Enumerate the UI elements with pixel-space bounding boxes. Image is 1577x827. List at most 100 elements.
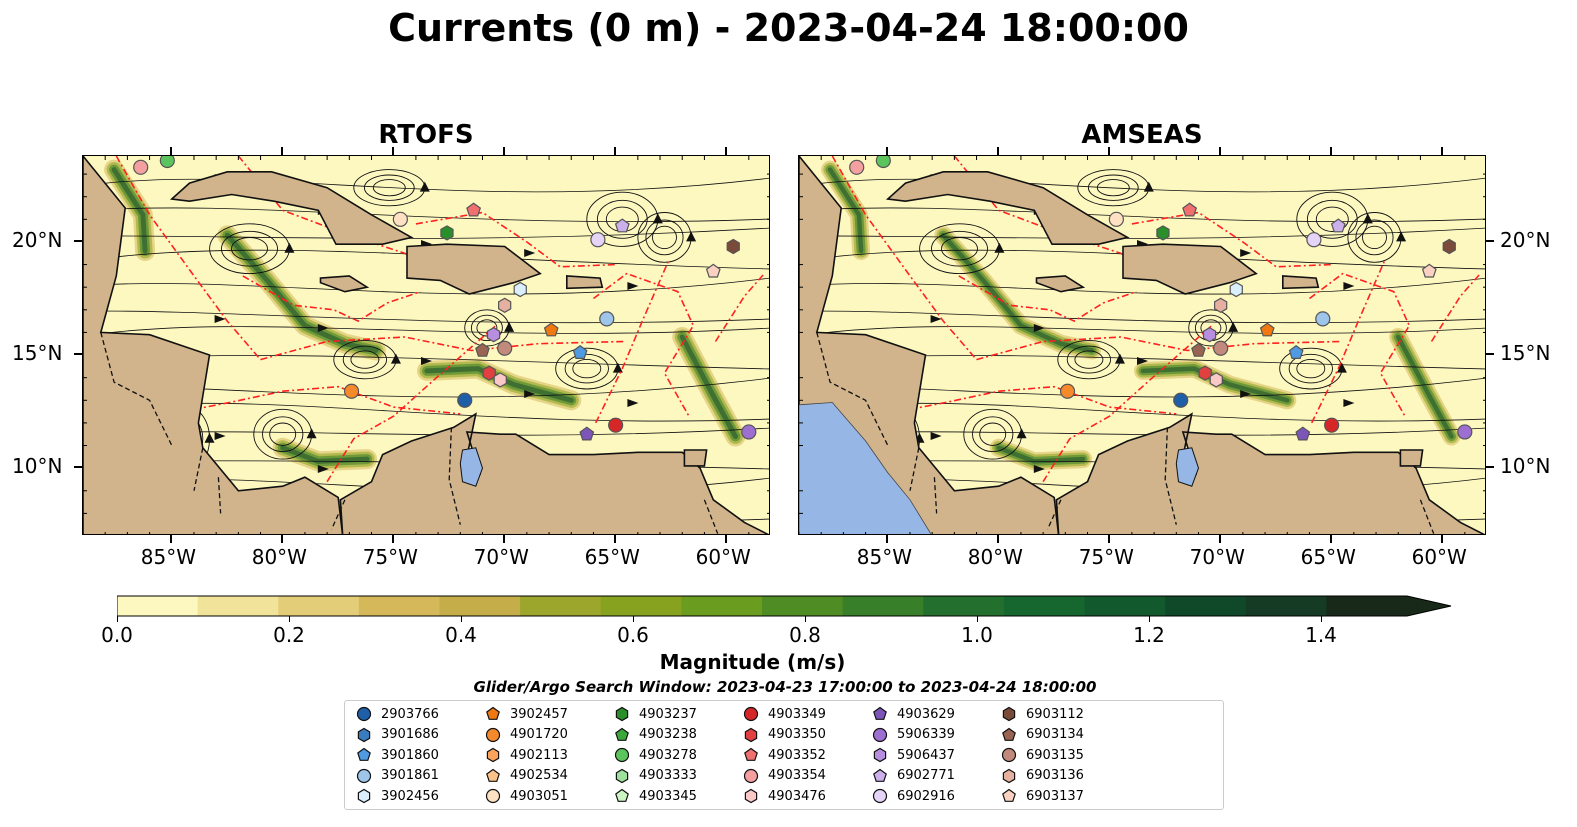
lon-major-tick-top — [613, 147, 616, 155]
platform-marker-3902457[interactable] — [1259, 322, 1275, 337]
lon-major-tick-top — [502, 147, 505, 155]
platform-marker-4903354[interactable] — [849, 159, 865, 175]
lat-major-tick — [1486, 466, 1494, 469]
legend-entry: 3901860 — [355, 745, 439, 765]
legend-label: 4903051 — [510, 788, 568, 804]
lon-major-tick — [169, 535, 172, 543]
circle-marker-icon — [872, 788, 888, 804]
lat-major-tick — [1486, 239, 1494, 242]
legend-entry: 6902916 — [871, 786, 955, 806]
tick-marks — [799, 156, 1485, 534]
lon-label: 65°W — [1300, 545, 1356, 569]
platform-marker-3902456[interactable] — [1229, 281, 1243, 298]
platform-marker-4903237[interactable] — [1156, 225, 1170, 241]
platform-marker-4903352[interactable] — [466, 202, 482, 217]
platform-marker-5906437[interactable] — [1202, 327, 1217, 343]
tick-marks — [83, 156, 769, 534]
platform-marker-3901861[interactable] — [1315, 311, 1331, 327]
platform-marker-3902456[interactable] — [513, 281, 527, 298]
platform-marker-4903237[interactable] — [440, 225, 454, 241]
platform-marker-4903629[interactable] — [1295, 426, 1311, 441]
platform-marker-6903136[interactable] — [1214, 297, 1228, 313]
platform-marker-6902771[interactable] — [614, 218, 630, 233]
legend-label: 6903134 — [1026, 727, 1084, 742]
platform-marker-4903349[interactable] — [608, 417, 624, 433]
platform-marker-4901720[interactable] — [343, 383, 360, 399]
map-panel-amseas[interactable] — [798, 155, 1486, 535]
platform-marker-4903349[interactable] — [1324, 417, 1340, 433]
colorbar-tick — [804, 616, 806, 622]
legend-label: 6903112 — [1026, 706, 1084, 722]
platform-marker-6903137[interactable] — [705, 263, 721, 278]
legend-entry: 6903134 — [1000, 725, 1084, 745]
platform-marker-6903135[interactable] — [497, 340, 513, 356]
platform-marker-4901720[interactable] — [1059, 383, 1076, 399]
country-borders — [816, 332, 1435, 534]
platform-marker-6902916[interactable] — [590, 232, 606, 248]
platform-marker-6903134[interactable] — [475, 342, 490, 357]
legend-entry: 4901720 — [484, 725, 568, 745]
legend-label: 6903135 — [1026, 747, 1084, 763]
platform-marker-4903352[interactable] — [1182, 202, 1198, 217]
platform-marker-4903629[interactable] — [579, 426, 595, 441]
platform-marker-4903354[interactable] — [133, 159, 149, 175]
platform-marker-4903051[interactable] — [1108, 211, 1124, 227]
platform-marker-6903112[interactable] — [726, 238, 740, 255]
legend-label: 3901686 — [381, 727, 439, 742]
legend-label: 4903354 — [768, 768, 826, 783]
platform-marker-3901860[interactable] — [1288, 345, 1304, 359]
platform-marker-6903137[interactable] — [1421, 263, 1437, 278]
colorbar-tick — [1320, 616, 1322, 622]
lon-label: 75°W — [1078, 545, 1134, 569]
platform-marker-6903112[interactable] — [1442, 238, 1456, 255]
lon-major-tick-top — [1218, 147, 1221, 155]
legend-label: 6902771 — [897, 768, 955, 783]
platform-marker-4903278[interactable] — [875, 156, 891, 169]
figure-title: Currents (0 m) - 2023-04-24 18:00:00 — [388, 6, 1189, 50]
legend-entry: 5906339 — [871, 725, 955, 745]
platform-marker-6902771[interactable] — [1330, 218, 1346, 233]
panel-title-amseas: AMSEAS — [1081, 120, 1203, 150]
platform-marker-3901860[interactable] — [572, 345, 588, 359]
legend-entry: 3902457 — [484, 704, 568, 724]
platform-marker-3902457[interactable] — [543, 322, 559, 337]
panel-title-rtofs: RTOFS — [378, 120, 474, 150]
platform-marker-4903051[interactable] — [392, 211, 408, 227]
lon-major-tick — [1107, 535, 1110, 543]
legend-entry: 4903476 — [742, 786, 826, 806]
colorbar-segment — [1245, 596, 1327, 616]
platform-marker-4903476[interactable] — [1209, 372, 1223, 388]
lon-major-tick — [391, 535, 394, 543]
lon-label: 85°W — [856, 545, 912, 569]
legend-label: 4902534 — [510, 768, 568, 783]
platform-marker-3901861[interactable] — [599, 311, 615, 327]
platform-marker-4903350[interactable] — [482, 365, 496, 381]
colorbar-segment — [1165, 596, 1247, 616]
lat-major-tick — [1486, 353, 1494, 356]
colorbar-segment — [197, 596, 279, 616]
platform-marker-6903134[interactable] — [1191, 342, 1206, 357]
legend-label: 5906437 — [897, 747, 955, 763]
map-panel-rtofs[interactable] — [82, 155, 770, 535]
platform-marker-2903766[interactable] — [457, 392, 473, 408]
platform-marker-5906339[interactable] — [1457, 424, 1473, 440]
legend-label: 6903137 — [1026, 788, 1084, 804]
platform-marker-4903476[interactable] — [493, 372, 507, 388]
lat-major-tick — [74, 466, 82, 469]
pentagon-marker-icon — [744, 747, 758, 761]
colorbar-tick-label: 0.0 — [101, 623, 133, 647]
platform-marker-5906339[interactable] — [741, 424, 757, 440]
platform-marker-6902916[interactable] — [1306, 232, 1322, 248]
lon-major-tick-top — [391, 147, 394, 155]
platform-marker-2903766[interactable] — [1173, 392, 1189, 408]
platform-markers — [849, 156, 1473, 441]
legend-entry: 6903112 — [1000, 704, 1084, 724]
lon-label: 85°W — [140, 545, 196, 569]
platform-marker-4903278[interactable] — [159, 156, 175, 169]
legend-label: 4903350 — [768, 727, 826, 742]
lon-major-tick-top — [885, 147, 888, 155]
platform-marker-6903136[interactable] — [498, 297, 512, 313]
platform-marker-5906437[interactable] — [486, 327, 501, 343]
platform-marker-4903350[interactable] — [1198, 365, 1212, 381]
platform-marker-6903135[interactable] — [1213, 340, 1229, 356]
